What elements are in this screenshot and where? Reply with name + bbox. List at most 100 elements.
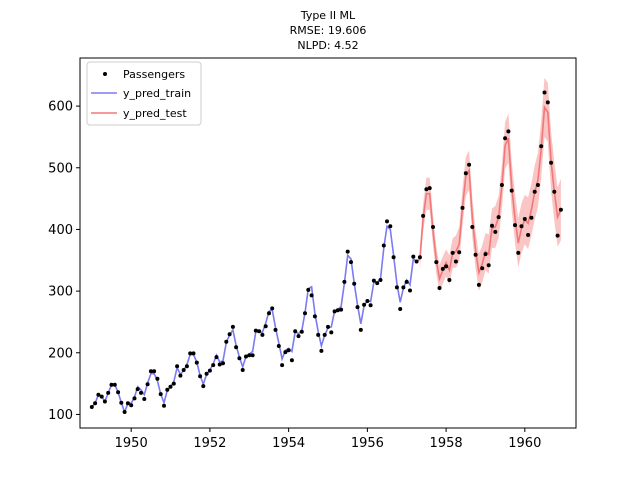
- passenger-point: [460, 205, 465, 210]
- passenger-point: [453, 259, 458, 264]
- passenger-point: [529, 215, 534, 220]
- legend-label-passengers: Passengers: [123, 68, 185, 81]
- passenger-point: [490, 223, 494, 228]
- passenger-point: [427, 186, 432, 191]
- passenger-point: [191, 351, 196, 356]
- title-line-1: Type II ML: [300, 9, 356, 22]
- y-pred-train-line: [91, 224, 418, 415]
- passenger-point: [112, 382, 117, 387]
- passenger-point: [273, 327, 278, 332]
- passenger-point: [447, 278, 452, 282]
- passenger-point: [299, 329, 304, 334]
- x-tick-label: 1952: [193, 436, 226, 451]
- passenger-point: [513, 223, 517, 228]
- passenger-point: [102, 399, 107, 404]
- test-uncertainty-band: [419, 77, 561, 293]
- y-tick-label: 200: [48, 346, 73, 361]
- passenger-point: [542, 90, 547, 95]
- passenger-point: [293, 329, 298, 334]
- passenger-point: [549, 160, 554, 165]
- chart-title: Type II ML RMSE: 19.606 NLPD: 4.52: [290, 9, 367, 52]
- y-tick-label: 500: [48, 161, 73, 176]
- passenger-point: [99, 394, 104, 399]
- passenger-point: [217, 362, 222, 367]
- passenger-point: [221, 361, 225, 366]
- passenger-point: [237, 356, 242, 361]
- passenger-point: [522, 217, 527, 221]
- passenger-point: [158, 392, 163, 397]
- passenger-point: [516, 250, 521, 255]
- passenger-point: [178, 373, 183, 378]
- passenger-point: [188, 351, 193, 356]
- passenger-point: [450, 250, 455, 255]
- passenger-point: [165, 387, 170, 392]
- passenger-point: [391, 255, 396, 260]
- y-axis-ticks: 100 200 300 400 500 600: [48, 100, 80, 423]
- passenger-point: [303, 311, 307, 316]
- passenger-point: [142, 397, 147, 401]
- passenger-point: [181, 368, 186, 372]
- passenger-point: [109, 382, 114, 387]
- passenger-point: [198, 374, 203, 379]
- legend-box: [86, 61, 202, 126]
- passenger-point: [116, 390, 121, 395]
- passenger-point: [171, 381, 176, 386]
- passenger-point: [424, 187, 429, 192]
- passenger-point: [526, 233, 531, 237]
- passenger-point: [388, 224, 393, 229]
- passenger-point: [509, 188, 514, 193]
- passenger-point: [368, 303, 373, 308]
- passenger-point: [309, 293, 314, 298]
- passenger-point: [270, 306, 275, 311]
- legend: Passengers y_pred_train y_pred_test: [86, 61, 202, 126]
- passenger-point: [411, 254, 416, 259]
- passenger-point: [329, 330, 334, 335]
- passenger-point: [535, 183, 540, 187]
- passenger-point: [398, 307, 403, 311]
- passenger-point: [139, 390, 143, 395]
- passenger-point: [132, 396, 137, 401]
- y-tick-label: 100: [48, 408, 73, 423]
- plot-frame: [79, 57, 577, 429]
- title-line-3: NLPD: 4.52: [297, 39, 358, 52]
- passenger-point: [93, 401, 98, 406]
- passenger-point: [194, 360, 199, 365]
- passenger-point: [414, 259, 419, 264]
- passenger-point: [214, 355, 219, 360]
- passenger-point: [339, 307, 344, 312]
- passenger-point: [404, 279, 409, 284]
- passenger-point: [358, 327, 363, 332]
- passenger-point: [408, 288, 412, 293]
- passenger-point: [394, 285, 399, 290]
- passenger-point: [230, 324, 235, 329]
- passenger-point: [476, 282, 481, 287]
- passenger-point: [162, 403, 166, 408]
- passenger-point: [244, 354, 248, 359]
- passenger-point: [496, 215, 501, 220]
- passenger-point: [457, 250, 462, 255]
- passenger-point: [539, 144, 544, 149]
- passenger-point: [345, 249, 350, 254]
- passenger-point: [296, 334, 301, 339]
- x-tick-label: 1960: [508, 436, 541, 451]
- passenger-point: [417, 255, 422, 260]
- passenger-point: [257, 329, 262, 334]
- passenger-point: [319, 348, 324, 353]
- passenger-point: [263, 324, 268, 329]
- passenger-point: [440, 266, 445, 271]
- passenger-point: [125, 401, 130, 406]
- passenger-point: [106, 390, 111, 395]
- passenger-point: [155, 376, 160, 381]
- passenger-point: [289, 358, 294, 363]
- passenger-point: [503, 136, 508, 141]
- passenger-point: [519, 224, 524, 229]
- passenger-point: [486, 263, 491, 268]
- legend-label-train: y_pred_train: [123, 87, 191, 100]
- passenger-point: [148, 369, 153, 374]
- passenger-point: [355, 305, 360, 310]
- passenger-point: [349, 260, 353, 265]
- x-tick-label: 1954: [272, 436, 305, 451]
- passenger-point: [385, 219, 389, 224]
- passenger-point: [276, 344, 281, 348]
